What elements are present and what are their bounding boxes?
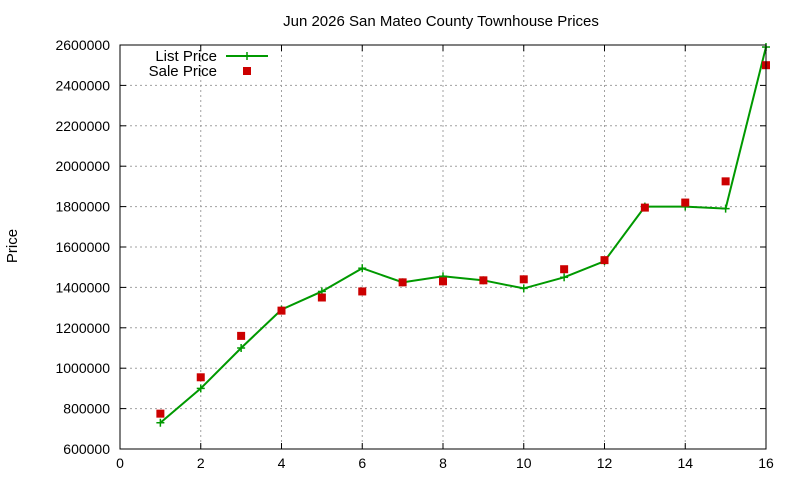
sale-price-point xyxy=(156,409,165,418)
x-tick-label: 0 xyxy=(116,455,124,471)
y-tick-label: 1800000 xyxy=(55,199,110,215)
list-price-point xyxy=(156,418,165,427)
plot-frame xyxy=(119,44,767,450)
sale-price-point xyxy=(519,275,528,284)
series-list-price xyxy=(156,43,770,427)
sale-price-point xyxy=(600,256,609,265)
sale-price-point xyxy=(358,287,367,296)
sale-price-point xyxy=(237,331,246,340)
x-tick-label: 6 xyxy=(358,455,366,471)
y-tick-label: 600000 xyxy=(63,441,110,457)
y-tick-label: 800000 xyxy=(63,401,110,417)
legend-swatch-sale-price xyxy=(243,67,251,75)
y-tick-label: 1600000 xyxy=(55,239,110,255)
sale-price-point xyxy=(277,306,286,315)
x-tick-label: 14 xyxy=(677,455,693,471)
sale-price-point xyxy=(317,293,326,302)
list-price-point xyxy=(358,264,367,273)
x-tick-label: 2 xyxy=(197,455,205,471)
sale-price-point xyxy=(479,276,488,285)
x-tick-label: 10 xyxy=(516,455,532,471)
x-tick-label: 12 xyxy=(597,455,613,471)
y-tick-label: 1000000 xyxy=(55,360,110,376)
legend-label-sale-price: Sale Price xyxy=(149,63,217,80)
y-tick-label: 2600000 xyxy=(55,37,110,53)
y-tick-label: 2400000 xyxy=(55,77,110,93)
list-price-point xyxy=(560,273,569,282)
sale-price-point xyxy=(681,198,690,207)
list-price-point xyxy=(519,284,528,293)
y-tick-label: 1200000 xyxy=(55,320,110,336)
x-tick-label: 8 xyxy=(439,455,447,471)
series xyxy=(156,43,770,427)
series-sale-price xyxy=(156,61,770,418)
sale-price-point xyxy=(721,177,730,186)
sale-price-point xyxy=(196,373,205,382)
y-tick-label: 2200000 xyxy=(55,118,110,134)
axes: 0 2 4 6 8 10 12 14 16 600000 800000 1000000 1200000 1… xyxy=(55,37,774,471)
x-tick-label: 4 xyxy=(278,455,286,471)
x-tick-label: 16 xyxy=(758,455,774,471)
list-price-point xyxy=(721,204,730,213)
sale-price-point xyxy=(398,278,407,287)
list-price-point xyxy=(237,344,246,352)
list-price-line xyxy=(159,46,767,424)
y-tick-label: 1400000 xyxy=(55,279,110,295)
list-price-point xyxy=(196,384,205,393)
chart-title: Jun 2026 San Mateo County Townhouse Pric… xyxy=(283,13,599,30)
grid-lines xyxy=(120,45,766,449)
legend-label-list-price: List Price xyxy=(155,48,217,65)
sale-price-point xyxy=(640,203,649,212)
sale-price-point xyxy=(439,277,447,286)
sale-price-point xyxy=(560,265,569,274)
legend: List Price Sale Price xyxy=(149,48,268,80)
y-axis-label: Price xyxy=(4,229,21,263)
y-tick-label: 2000000 xyxy=(55,158,110,174)
